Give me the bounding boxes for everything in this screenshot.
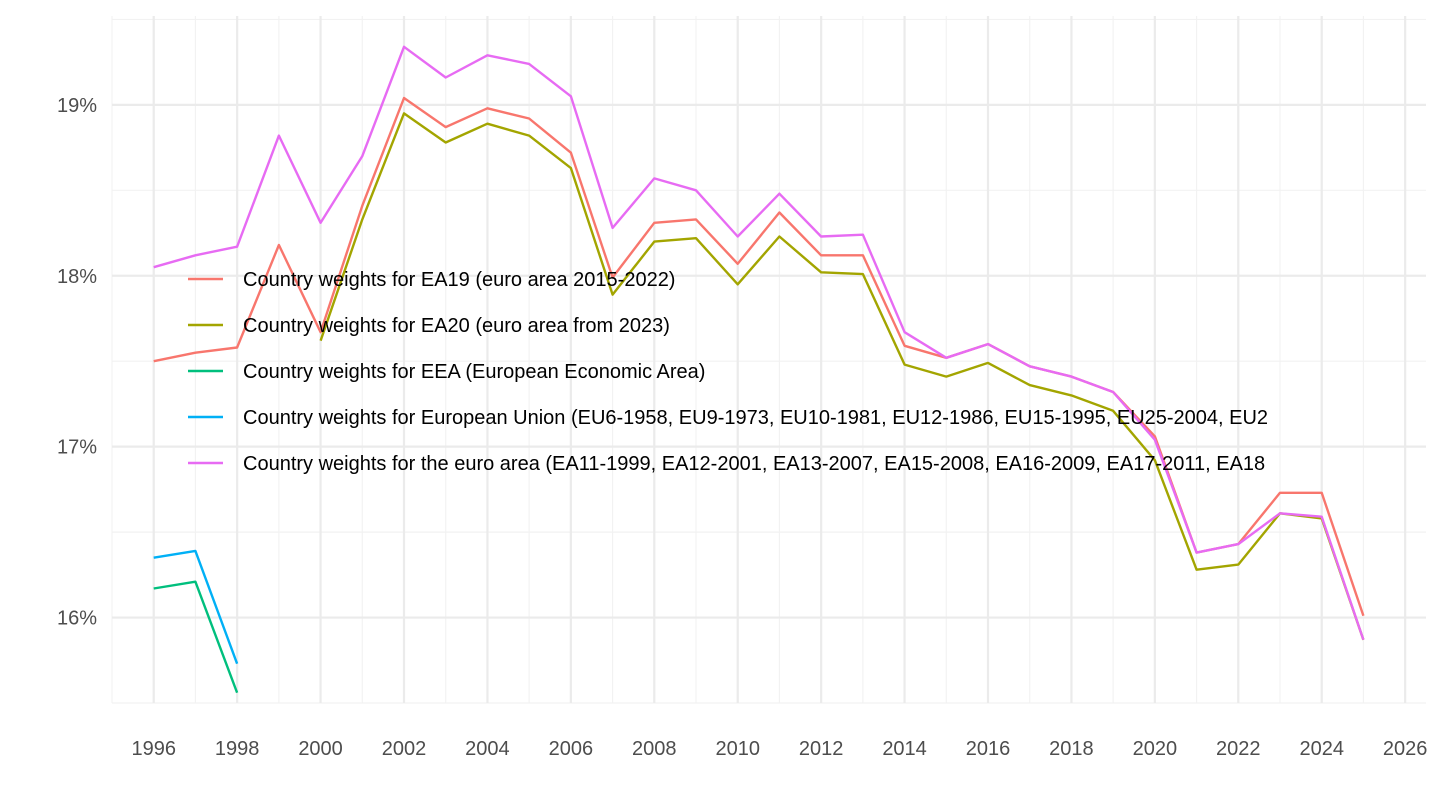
legend-label-5: Country weights for the euro area (EA11-… (243, 453, 1265, 475)
x-tick-label: 2004 (465, 738, 510, 760)
x-tick-label: 2012 (799, 738, 844, 760)
x-tick-label: 1998 (215, 738, 260, 760)
x-tick-label: 2022 (1216, 738, 1261, 760)
legend-label-4: Country weights for European Union (EU6-… (243, 407, 1268, 429)
x-tick-label: 2008 (632, 738, 677, 760)
legend-label-1: Country weights for EA19 (euro area 2015… (243, 269, 675, 291)
y-tick-label: 18% (57, 266, 97, 288)
legend: Country weights for EA19 (euro area 2015… (188, 269, 1268, 475)
x-tick-label: 2006 (549, 738, 594, 760)
series-lines (153, 45, 1365, 694)
y-tick-label: 17% (57, 437, 97, 459)
legend-label-3: Country weights for EEA (European Econom… (243, 361, 705, 383)
x-tick-label: 2014 (882, 738, 927, 760)
series-line-4 (153, 549, 239, 665)
x-tick-label: 2020 (1133, 738, 1178, 760)
series-line-2 (319, 112, 1365, 641)
x-tick-label: 2002 (382, 738, 427, 760)
x-tick-label: 2010 (715, 738, 760, 760)
major-gridlines (112, 16, 1426, 703)
x-tick-label: 2018 (1049, 738, 1094, 760)
y-tick-label: 19% (57, 95, 97, 117)
x-tick-label: 2016 (966, 738, 1011, 760)
y-axis-tick-labels: 16% 17% 18% 19% (57, 95, 97, 630)
x-tick-label: 2000 (298, 738, 343, 760)
series-line-3 (153, 580, 239, 694)
x-tick-label: 2024 (1299, 738, 1344, 760)
series-line-5 (153, 45, 1365, 641)
legend-label-2: Country weights for EA20 (euro area from… (243, 315, 670, 337)
y-tick-label: 16% (57, 608, 97, 630)
x-tick-label: 1996 (131, 738, 176, 760)
x-axis-tick-labels: 1996 1998 2000 2002 2004 2006 2008 2010 2012 2014… (131, 738, 1427, 760)
x-tick-label: 2026 (1383, 738, 1428, 760)
minor-gridlines (111, 16, 1426, 704)
series-line-1 (153, 96, 1365, 617)
